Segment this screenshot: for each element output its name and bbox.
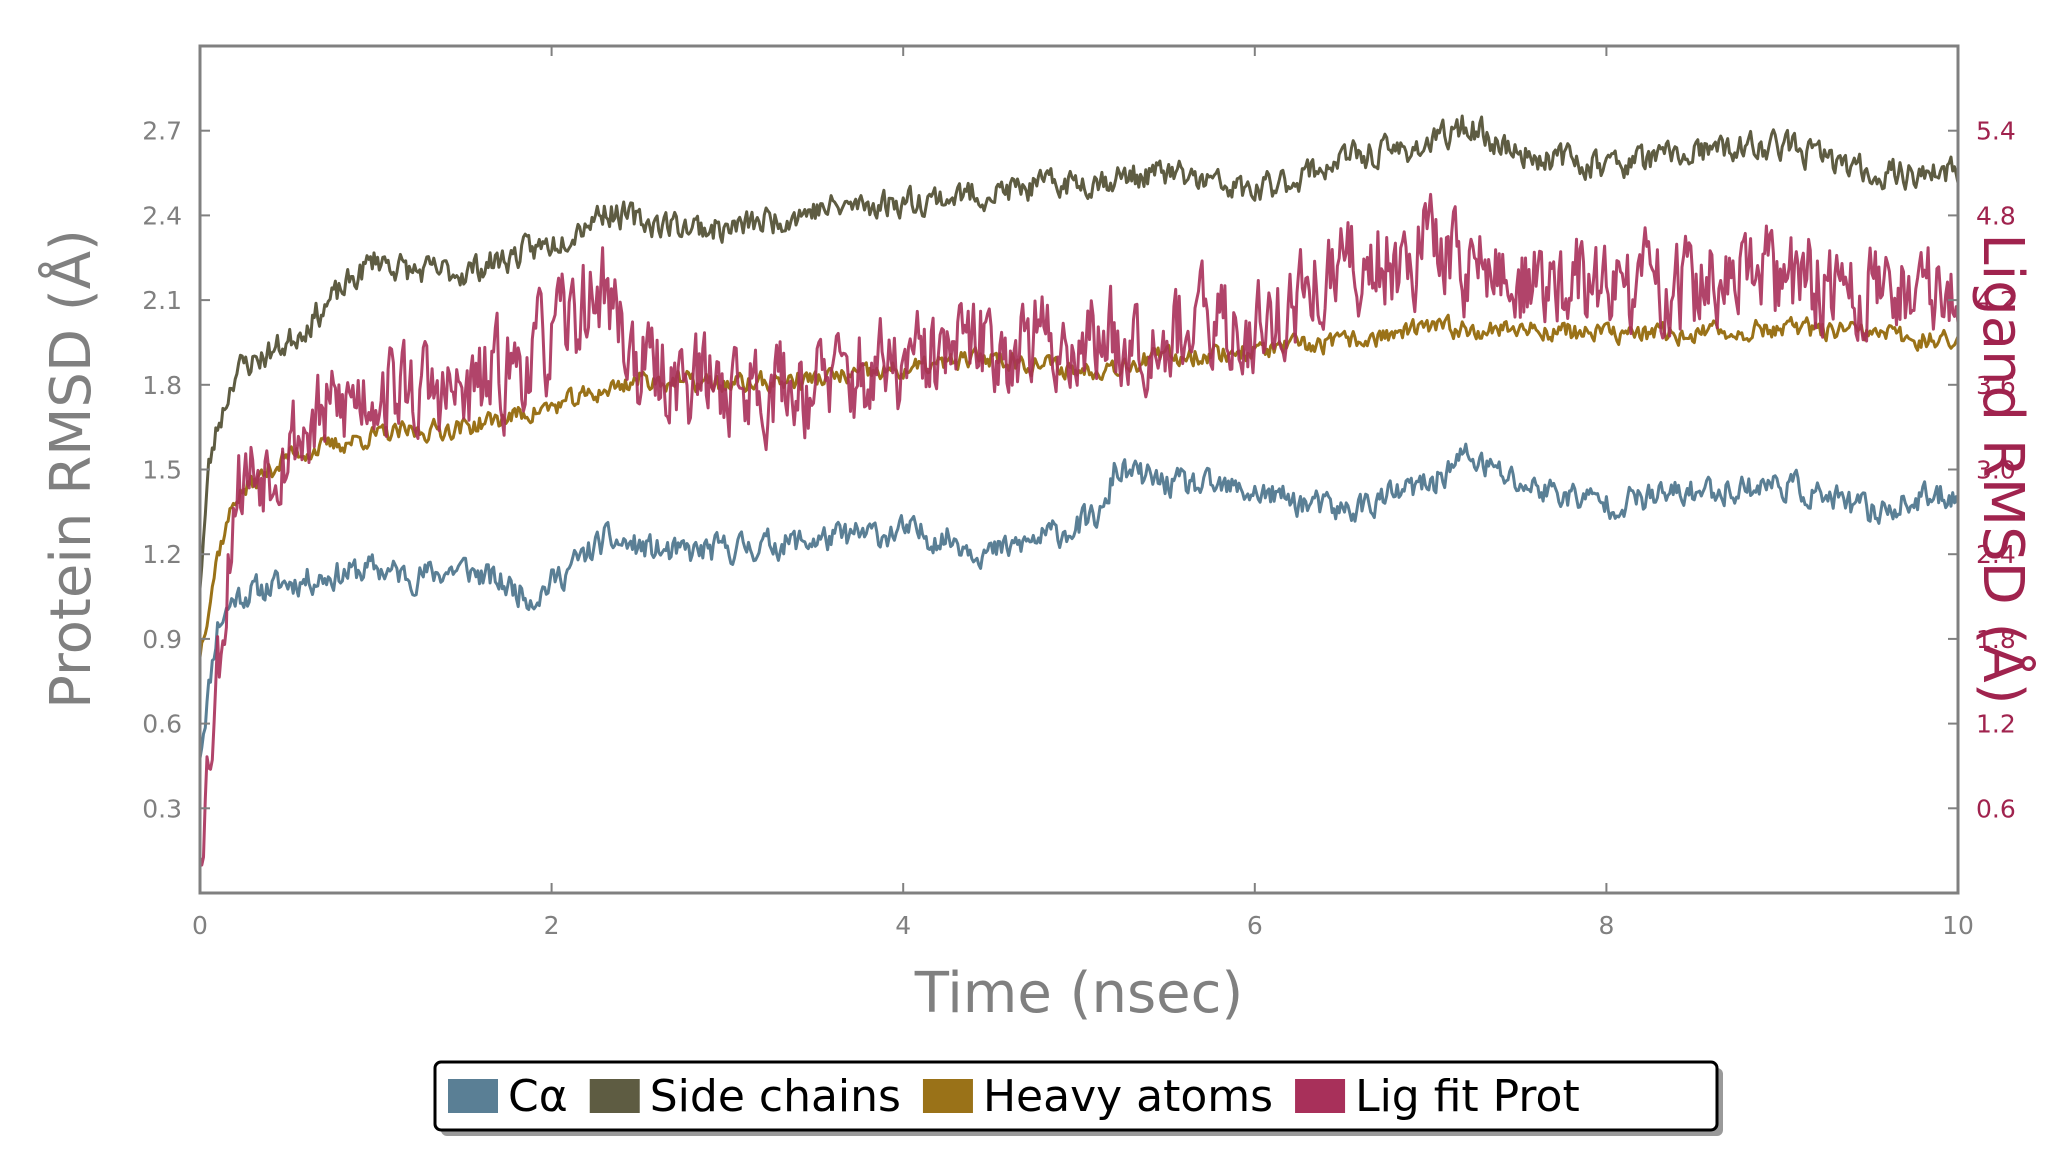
series-line-lig-fit-prot [198,192,1960,867]
y-left-tick-label: 1.5 [142,456,182,485]
x-tick-label: 0 [192,911,208,940]
x-tick-label: 8 [1598,911,1614,940]
ticks-layer: 0 2 4 6 8 10 0.3 0.6 0.9 1.2 1.5 1.8 2.1 2.4 2.7 0.6 1.2… [142,46,2016,940]
y-left-tick-label: 2.7 [142,117,182,146]
x-tick-label: 10 [1942,911,1974,940]
y-right-tick-label: 1.8 [1976,625,2016,654]
y-left-tick-label: 2.1 [142,286,182,315]
legend-swatch [1295,1079,1346,1113]
y-left-tick-label: 0.3 [142,794,182,823]
legend-label: Lig fit Prot [1355,1071,1580,1122]
y-axis-title-right: Ligand RMSD (Å) [1970,233,2036,704]
series-layer [198,114,1960,867]
y-right-tick-label: 4.2 [1976,286,2016,315]
y-right-tick-label: 4.8 [1976,201,2016,230]
legend-swatch [922,1079,973,1113]
y-left-tick-label: 1.8 [142,371,182,400]
series-line-side-chains [198,114,1960,589]
legend-items: Cα Side chains Heavy atoms Lig fit Prot [448,1071,1580,1122]
legend-label: Cα [508,1071,568,1122]
legend-swatch [448,1079,498,1113]
x-tick-label: 2 [544,911,560,940]
x-tick-label: 4 [895,911,911,940]
y-left-tick-label: 0.9 [142,625,182,654]
plot-frame [198,44,1960,895]
legend: Cα Side chains Heavy atoms Lig fit Prot [433,1060,1723,1136]
y-left-tick-label: 2.4 [142,201,182,230]
y-axis-title-left: Protein RMSD (Å) [38,229,104,709]
x-axis-title: Time (nsec) [914,961,1243,1026]
legend-swatch [589,1079,640,1113]
legend-label: Heavy atoms [983,1071,1273,1122]
x-tick-label: 6 [1247,911,1263,940]
y-right-tick-label: 5.4 [1976,117,2016,146]
legend-box [433,1060,1719,1132]
y-right-tick-label: 2.4 [1976,540,2016,569]
y-left-tick-label: 0.6 [142,710,182,739]
legend-label: Side chains [650,1071,901,1122]
y-right-tick-label: 0.6 [1976,794,2016,823]
y-right-tick-label: 3.0 [1976,456,2016,485]
y-left-tick-label: 1.2 [142,540,182,569]
series-line-calpha [198,442,1960,759]
y-right-tick-label: 3.6 [1976,371,2016,400]
y-right-tick-label: 1.2 [1976,710,2016,739]
